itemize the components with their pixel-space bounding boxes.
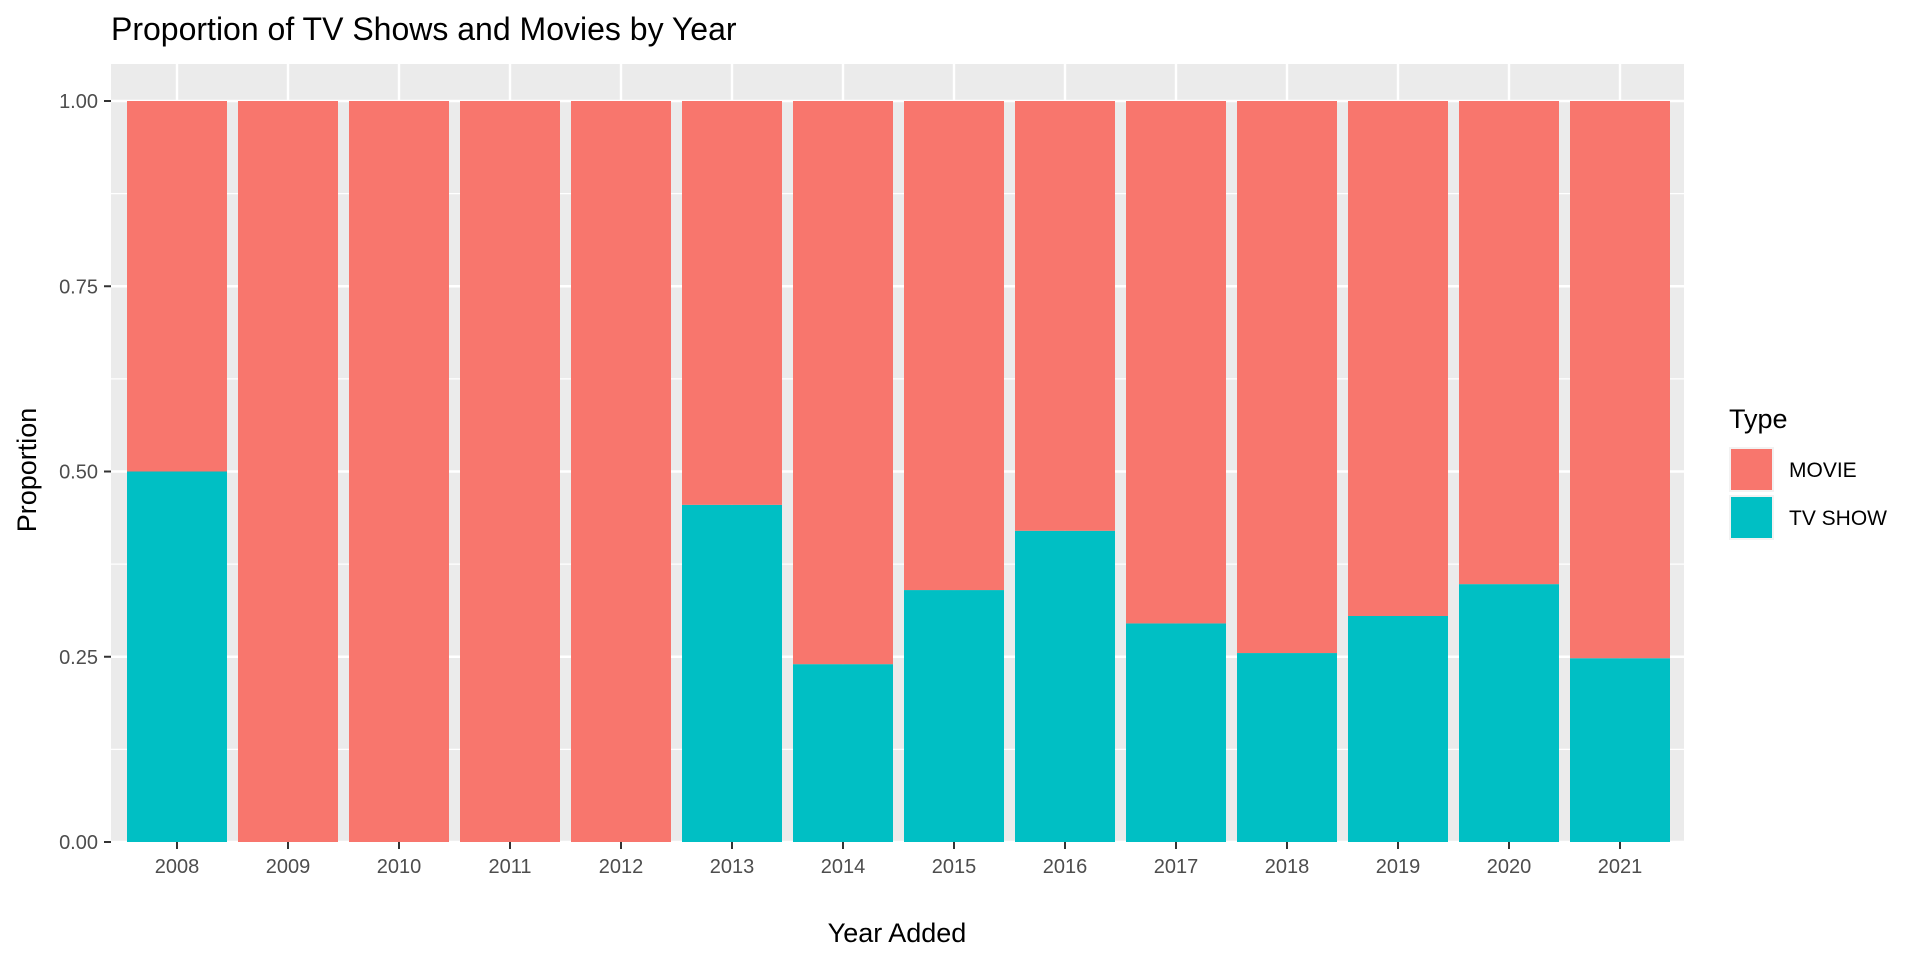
x-axis-title: Year Added: [828, 918, 967, 948]
bar-movie-2017: [1126, 101, 1226, 624]
y-tick-label: 0.50: [59, 462, 98, 484]
bar-movie-2010: [349, 101, 449, 842]
bar-movie-2015: [904, 101, 1004, 591]
bar-movie-2011: [460, 101, 560, 842]
x-tick-label: 2010: [377, 856, 422, 878]
legend-title: Type: [1729, 404, 1788, 434]
bar-tv-show-2016: [1015, 530, 1115, 842]
bar-tv-show-2018: [1237, 653, 1337, 842]
x-tick-label: 2012: [599, 856, 644, 878]
bar-tv-show-2017: [1126, 623, 1226, 842]
bar-movie-2014: [793, 101, 893, 665]
bar-tv-show-2019: [1348, 615, 1448, 842]
x-axis: 2008 2009 2010 2011 2012 2013 2014 2015 2016 2017…: [155, 842, 1643, 878]
y-tick-label: 1.00: [59, 91, 98, 113]
legend-label: MOVIE: [1789, 459, 1857, 482]
chart-title: Proportion of TV Shows and Movies by Yea…: [111, 11, 737, 47]
bar-movie-2016: [1015, 101, 1115, 531]
bar-movie-2019: [1348, 101, 1448, 616]
bar-tv-show-2021: [1570, 658, 1670, 842]
y-axis-title: Proportion: [12, 408, 42, 533]
bar-movie-2018: [1237, 101, 1337, 654]
y-tick-label: 0.25: [59, 647, 98, 669]
plot-panel: [111, 64, 1684, 842]
bar-movie-2012: [571, 101, 671, 842]
bars: [127, 101, 1670, 842]
y-tick-label: 0.00: [59, 832, 98, 854]
bar-movie-2021: [1570, 101, 1670, 659]
x-tick-label: 2016: [1043, 856, 1088, 878]
x-tick-label: 2019: [1376, 856, 1421, 878]
bar-movie-2020: [1459, 101, 1559, 585]
bar-tv-show-2014: [793, 664, 893, 842]
x-tick-label: 2014: [821, 856, 866, 878]
bar-tv-show-2020: [1459, 584, 1559, 842]
legend-label: TV SHOW: [1789, 507, 1887, 530]
bar-tv-show-2013: [682, 504, 782, 842]
x-tick-label: 2008: [155, 856, 200, 878]
y-tick-label: 0.75: [59, 276, 98, 298]
x-tick-label: 2015: [932, 856, 977, 878]
bar-movie-2009: [238, 101, 338, 842]
bar-movie-2013: [682, 101, 782, 505]
bar-tv-show-2015: [904, 590, 1004, 842]
bar-tv-show-2008: [127, 471, 227, 842]
x-tick-label: 2021: [1598, 856, 1643, 878]
x-tick-label: 2011: [488, 856, 531, 878]
x-tick-label: 2018: [1265, 856, 1310, 878]
legend-swatch-movie: [1731, 449, 1772, 490]
bar-movie-2008: [127, 101, 227, 472]
x-tick-label: 2013: [710, 856, 755, 878]
x-tick-label: 2009: [266, 856, 311, 878]
y-axis: 0.00 0.25 0.50 0.75 1.00: [59, 91, 111, 854]
x-tick-label: 2020: [1487, 856, 1532, 878]
legend: Type MOVIE TV SHOW: [1729, 404, 1887, 540]
x-tick-label: 2017: [1154, 856, 1199, 878]
legend-swatch-tv-show: [1731, 497, 1772, 538]
